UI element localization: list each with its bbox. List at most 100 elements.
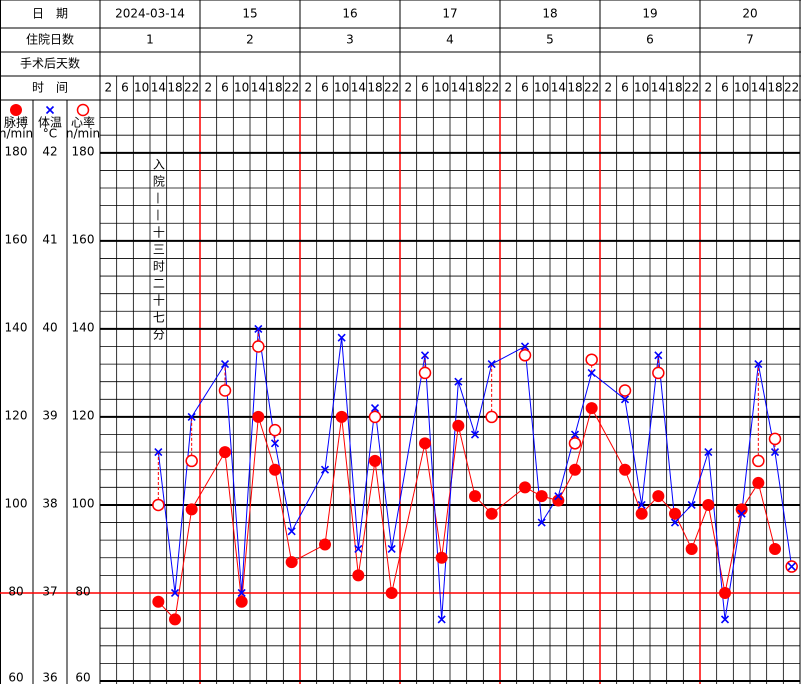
series-segment [491,486,526,515]
data-point [420,351,430,360]
time-tick-label: 14 [151,81,166,95]
time-tick-label: 18 [567,81,582,95]
annotation: 入院——十三时二十七分 [151,158,165,345]
series-segment [691,451,709,506]
data-point [754,360,763,369]
data-point [252,410,265,423]
y2-tick-label: 38 [42,496,57,510]
series-segment [257,416,276,470]
series-segment [241,416,259,602]
series-segment [424,443,443,558]
data-point [537,518,546,527]
time-tick-label: 14 [551,81,566,95]
data-point [385,586,398,599]
y2-tick-label: 39 [42,408,57,422]
data-point [652,366,665,380]
data-point [285,556,298,569]
data-point [618,384,632,397]
series-segment [374,460,393,594]
series-segment [291,544,326,563]
data-point [319,538,331,551]
legend-label: 脉搏 [4,115,28,130]
y2-tick-label: 37 [42,584,57,598]
data-point [720,615,730,624]
data-point [470,430,480,439]
data-point [218,384,232,397]
data-point [370,404,380,413]
data-point [585,353,598,366]
series-segment [441,425,459,558]
data-point [154,448,163,457]
time-tick-label: 18 [467,81,482,95]
time-tick-label: 10 [634,81,649,95]
time-tick-label: 6 [121,81,129,95]
series-segment [391,443,426,594]
data-point [437,615,446,624]
data-point [737,509,746,518]
time-tick-label: 18 [667,81,682,95]
data-point [254,324,263,333]
series-segment [157,452,176,594]
y-tick-label: 160 [5,232,28,246]
y-tick-label: 100 [5,496,28,510]
series-segment [174,509,193,620]
data-point [702,498,715,511]
data-point [152,498,165,512]
data-point [519,481,531,494]
date: 20 [742,7,757,21]
date: 15 [242,7,257,21]
data-point [435,551,448,564]
series-segment [624,469,643,514]
data-point [454,377,463,386]
data-point [287,527,296,536]
data-point [219,446,231,459]
data-point [752,476,765,489]
hospital-day-label: 住院日数 [26,32,74,47]
data-point [369,454,381,467]
data-point [769,542,781,555]
legend-label: 心率 [71,115,95,130]
time-tick-label: 14 [451,81,466,95]
data-point [719,586,731,599]
data-point [568,437,582,450]
data-point [337,333,346,342]
data-point [752,454,765,468]
time-tick-label: 14 [651,81,666,95]
hospital-day: 5 [546,33,554,47]
time-tick-label: 2 [305,81,313,95]
time-tick-label: 14 [751,81,766,95]
series-segment [374,408,393,550]
legend-label: 体温 [38,116,62,130]
date: 19 [642,7,657,21]
y-tick-label: 120 [5,408,28,422]
data-point [220,360,230,369]
series-segment [391,355,426,550]
data-point [485,410,498,424]
series-segment [357,408,376,550]
time-tick-label: 6 [621,81,629,95]
series-segment [224,364,243,594]
series-segment [174,416,193,594]
data-point [418,366,432,380]
series-segment [457,381,476,435]
time-tick-label: 22 [684,81,699,95]
series-segment [707,504,726,594]
date: 16 [342,7,357,21]
data-point [637,500,646,510]
y-tick-label: 140 [5,320,28,334]
y3-tick-label: 100 [72,496,95,510]
series-segment [657,355,676,523]
data-point [187,412,196,421]
data-point [487,360,496,369]
time-tick-label: 10 [734,81,749,95]
hospital-day: 7 [746,33,754,47]
time-tick-label: 18 [267,81,282,95]
date: 17 [442,7,457,21]
data-point [787,562,796,571]
data-point [335,410,348,423]
legend-marker [76,103,90,117]
y2-tick-label: 36 [42,671,57,684]
time-tick-label: 10 [534,81,549,95]
series-segment [191,451,226,510]
